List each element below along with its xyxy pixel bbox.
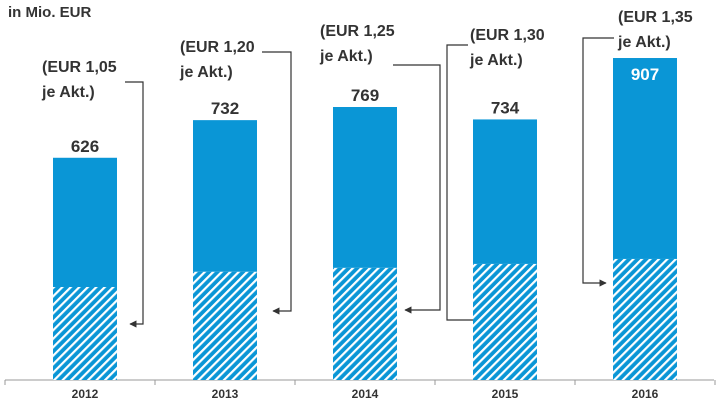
total-label: 732 xyxy=(211,99,239,118)
total-label: 769 xyxy=(351,86,379,105)
bar-segment xyxy=(333,267,397,380)
chart-title: in Mio. EUR xyxy=(8,4,91,21)
annotation-line: (EUR 1,25 xyxy=(320,23,395,40)
annotation-line: (EUR 1,05 xyxy=(42,59,117,76)
bar-segment xyxy=(53,286,117,380)
bar-segment xyxy=(613,58,677,259)
total-label: 626 xyxy=(71,137,99,156)
x-tick-label: 2015 xyxy=(492,387,519,401)
annotation-line: (EUR 1,35 xyxy=(618,9,693,26)
annotation: (EUR 1,35 je Akt.) xyxy=(617,9,693,51)
annotation-line: je Akt.) xyxy=(617,34,671,51)
bar-segment xyxy=(473,119,537,264)
annotation: (EUR 1,30 je Akt.) xyxy=(469,27,545,69)
bar-segment xyxy=(53,157,117,287)
annotation-line: (EUR 1,20 xyxy=(180,39,255,56)
annotation-line: je Akt.) xyxy=(179,64,233,81)
annotation-line: je Akt.) xyxy=(469,52,523,69)
x-tick-label: 2013 xyxy=(212,387,239,401)
total-label: 907 xyxy=(631,65,659,84)
bar-segment xyxy=(613,258,677,380)
arrow xyxy=(262,51,292,315)
bar-segment xyxy=(193,120,257,272)
arrow xyxy=(393,64,441,314)
annotation-line: (EUR 1,30 xyxy=(470,27,545,44)
annotation: (EUR 1,05 je Akt.) xyxy=(41,59,117,101)
annotation: (EUR 1,25 je Akt.) xyxy=(319,23,395,65)
x-tick-label: 2012 xyxy=(72,387,99,401)
total-label: 734 xyxy=(491,98,520,117)
arrow xyxy=(582,37,614,287)
annotation: (EUR 1,20 je Akt.) xyxy=(179,39,255,81)
arrow xyxy=(446,44,481,324)
x-tick-label: 2014 xyxy=(352,387,379,401)
arrow xyxy=(125,81,144,328)
annotation-line: je Akt.) xyxy=(41,84,95,101)
annotation-arrows xyxy=(125,37,614,328)
annotation-line: je Akt.) xyxy=(319,48,373,65)
bar-segment xyxy=(333,107,397,268)
x-tick-label: 2016 xyxy=(632,387,659,401)
bar-segment xyxy=(473,263,537,380)
bar-segment xyxy=(193,271,257,380)
